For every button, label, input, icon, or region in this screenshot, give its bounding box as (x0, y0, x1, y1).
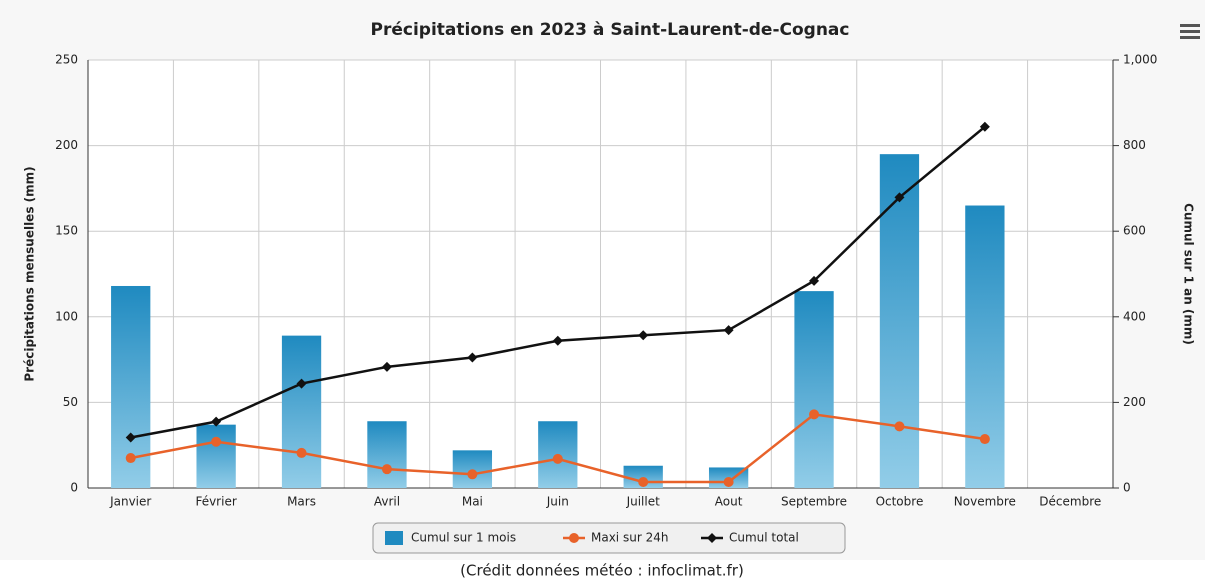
menu-icon[interactable] (1180, 24, 1200, 39)
bar (452, 450, 493, 488)
x-tick-label: Décembre (1039, 495, 1101, 509)
legend-swatch (569, 533, 579, 543)
marker (296, 447, 307, 458)
y2-tick-label: 400 (1123, 309, 1146, 323)
chart-title: Précipitations en 2023 à Saint-Laurent-d… (371, 20, 850, 40)
y2-tick-label: 200 (1123, 395, 1146, 409)
y-tick-label: 100 (55, 309, 78, 323)
marker (296, 378, 307, 389)
y-tick-label: 0 (70, 481, 78, 495)
marker (723, 325, 734, 336)
bar (281, 335, 322, 488)
legend-swatch (707, 533, 717, 543)
x-tick-label: Mai (462, 495, 483, 509)
legend-label: Cumul total (729, 531, 799, 545)
legend (372, 522, 846, 554)
marker (381, 464, 392, 475)
x-tick-label: Avril (374, 495, 400, 509)
x-tick-label: Juillet (626, 495, 661, 509)
legend-swatch (385, 531, 403, 545)
x-tick-label: Septembre (781, 495, 847, 509)
marker (809, 409, 820, 420)
marker (638, 330, 649, 341)
x-tick-label: Aout (715, 495, 743, 509)
marker (723, 477, 734, 488)
bar (367, 421, 407, 488)
x-tick-label: Juin (546, 495, 569, 509)
x-tick-label: Octobre (876, 495, 924, 509)
x-tick-label: Mars (287, 495, 316, 509)
marker (125, 453, 136, 464)
y-axis-label: Précipitations mensuelles (mm) (23, 166, 37, 381)
marker (552, 335, 563, 346)
x-tick-label: Novembre (954, 495, 1016, 509)
bar (196, 424, 236, 488)
y-tick-label: 200 (55, 138, 78, 152)
marker (638, 477, 649, 488)
y-tick-label: 250 (55, 53, 78, 67)
marker (809, 275, 820, 286)
y-tick-label: 150 (55, 224, 78, 238)
legend-label: Maxi sur 24h (591, 531, 668, 545)
y2-tick-label: 1,000 (1123, 53, 1157, 67)
x-tick-label: Janvier (109, 495, 151, 509)
marker (211, 416, 222, 427)
marker (552, 453, 563, 464)
y-tick-label: 50 (63, 395, 78, 409)
marker (894, 421, 905, 432)
bar (794, 291, 834, 488)
marker (125, 432, 136, 443)
y2-tick-label: 800 (1123, 138, 1146, 152)
y2-tick-label: 600 (1123, 224, 1146, 238)
marker (211, 436, 222, 447)
credit: (Crédit données météo : infoclimat.fr) (460, 562, 744, 580)
marker (467, 352, 478, 363)
x-tick-label: Février (195, 495, 236, 509)
marker (979, 434, 990, 445)
y2-axis-label: Cumul sur 1 an (mm) (1182, 203, 1196, 345)
y2-tick-label: 0 (1123, 481, 1131, 495)
legend-label: Cumul sur 1 mois (411, 531, 516, 545)
bar (879, 154, 920, 488)
marker (381, 361, 392, 372)
marker (894, 192, 905, 203)
marker (979, 121, 990, 132)
marker (467, 469, 478, 480)
bar (965, 205, 1005, 488)
